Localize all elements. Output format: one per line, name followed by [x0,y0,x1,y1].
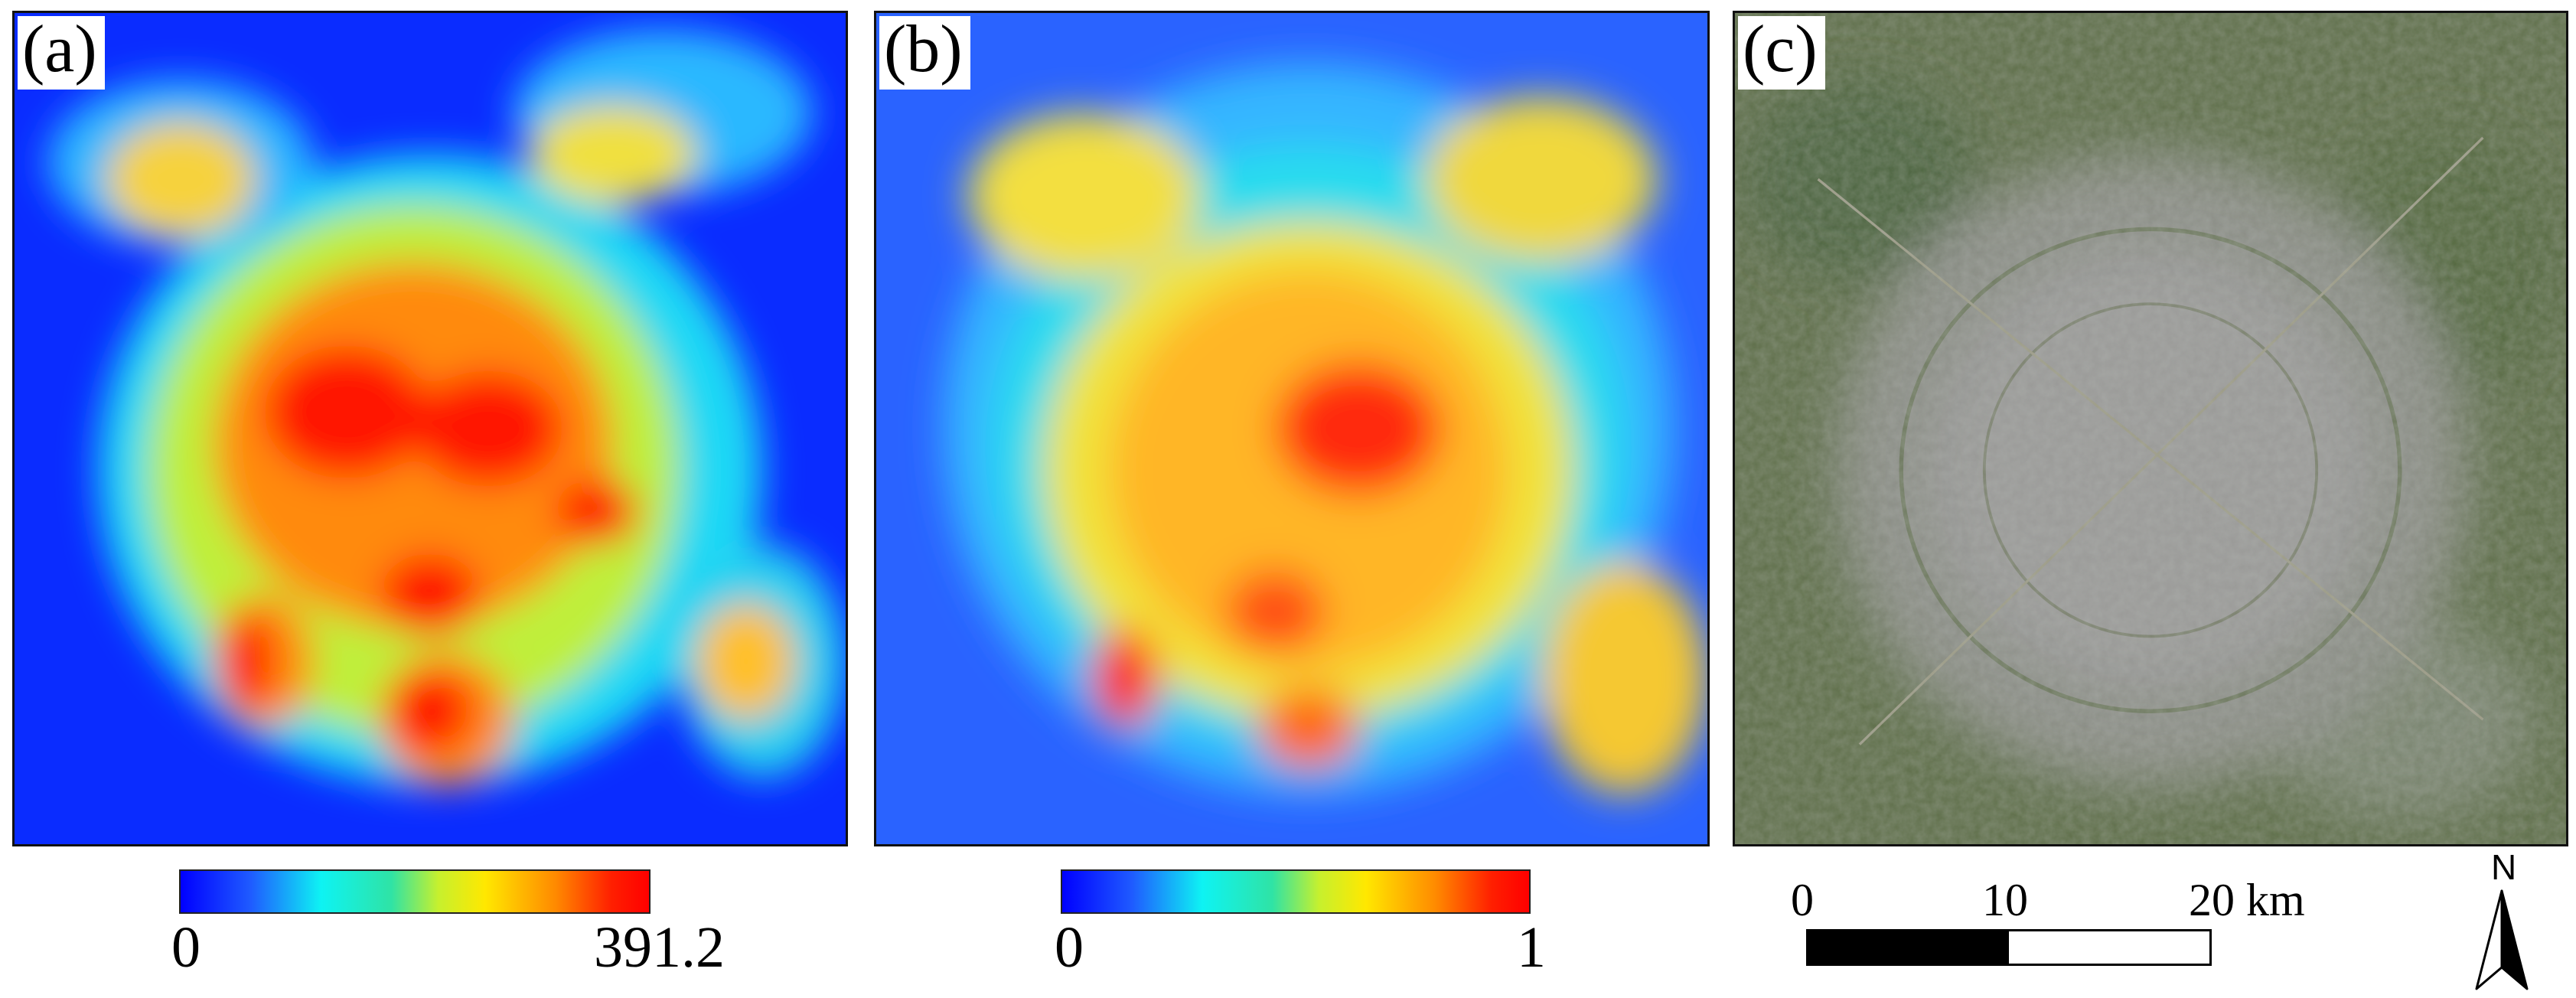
colorbar-b-min-label: 0 [1055,915,1084,980]
satellite-panel-c: (c) [1733,11,2568,846]
panel-label-a: (a) [18,16,105,90]
north-arrow-icon [2475,889,2529,990]
heatmap-panel-a: (a) [12,11,848,846]
colorbar-a-max-label: 391.2 [594,915,725,980]
north-label: N [2491,847,2517,887]
colorbar-b-max-label: 1 [1517,915,1546,980]
heatmap-a [15,13,846,844]
colorbar-a [179,869,651,914]
scalebar-tick-10: 10 [1982,875,2028,925]
colorbar-a-min-label: 0 [171,915,201,980]
scale-bar-black-segment [1808,931,2009,964]
heatmap-panel-b: (b) [874,11,1710,846]
satellite-image [1735,13,2566,844]
scalebar-tick-20: 20 km [2189,875,2305,925]
panel-label-c: (c) [1738,16,1825,90]
scalebar-tick-0: 0 [1791,875,1814,925]
colorbar-b [1061,869,1531,914]
panel-label-b: (b) [879,16,970,90]
scale-bar [1806,929,2212,966]
heatmap-b [876,13,1707,844]
